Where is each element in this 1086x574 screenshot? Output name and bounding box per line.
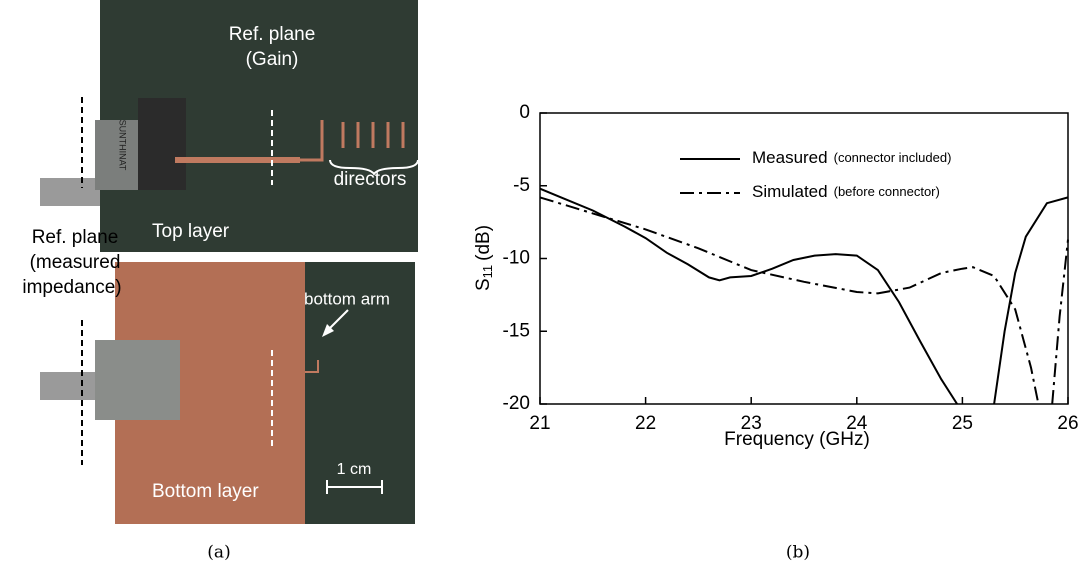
- y-tick-label: 0: [519, 102, 530, 123]
- y-tick-label: -15: [503, 320, 530, 341]
- y-label-unit: (dB): [473, 225, 494, 261]
- annotation: Ref. plane: [32, 227, 119, 248]
- x-tick-label: 22: [635, 413, 656, 434]
- y-label-sub: 11: [480, 265, 495, 279]
- legend-name: Measured: [752, 148, 828, 167]
- y-tick-label: -20: [503, 393, 530, 414]
- series-line: [539, 196, 1069, 405]
- y-tick-label: -10: [503, 248, 530, 269]
- annotation: Top layer: [152, 221, 230, 242]
- annotation: bottom arm: [304, 289, 390, 308]
- x-tick-label: 25: [952, 413, 973, 434]
- brace: [329, 159, 419, 176]
- annotation: impedance): [22, 277, 121, 298]
- photo: Ref. plane (Gain) directors Top layer Re…: [22, 0, 419, 524]
- x-axis-label: Frequency (GHz): [724, 429, 870, 450]
- driven-arm: [300, 120, 324, 162]
- panel-label: (a): [207, 543, 230, 563]
- arrowhead: [322, 324, 334, 337]
- arrow: [327, 309, 349, 331]
- annotation: directors: [334, 169, 407, 190]
- connector-thread: [40, 178, 100, 206]
- connector-clamp: [138, 98, 186, 190]
- director-lines: [341, 122, 405, 148]
- legend-detail: (connector included): [834, 150, 952, 165]
- y-label-base: S: [473, 278, 494, 291]
- connector-label: SUNTHINAT: [118, 120, 128, 171]
- annotation: Ref. plane: [229, 24, 316, 45]
- legend-entry: Measured (connector included): [752, 148, 951, 167]
- legend-name: Simulated: [752, 182, 828, 201]
- annotation: Bottom layer: [152, 481, 259, 502]
- series-line: [539, 187, 1069, 405]
- x-tick-label: 21: [529, 413, 550, 434]
- annotation: (Gain): [246, 49, 299, 70]
- x-tick-label: 26: [1057, 413, 1078, 434]
- annotation: 1 cm: [337, 461, 372, 478]
- legend-entry: Simulated (before connector): [752, 182, 940, 201]
- y-tick-label: -5: [513, 175, 530, 196]
- bottom-arm-trace: [305, 360, 319, 373]
- connector-body: [95, 340, 180, 420]
- annotation: (measured: [30, 252, 121, 273]
- x-tick-label: 23: [741, 413, 762, 434]
- connector-thread: [40, 372, 100, 400]
- y-axis-label: S11 (dB): [473, 225, 495, 291]
- scale-bar: [326, 480, 383, 494]
- panel-label: (b): [786, 543, 810, 563]
- bottom-board-substrate: [305, 262, 415, 524]
- legend-detail: (before connector): [834, 184, 940, 199]
- x-tick-label: 24: [846, 413, 868, 434]
